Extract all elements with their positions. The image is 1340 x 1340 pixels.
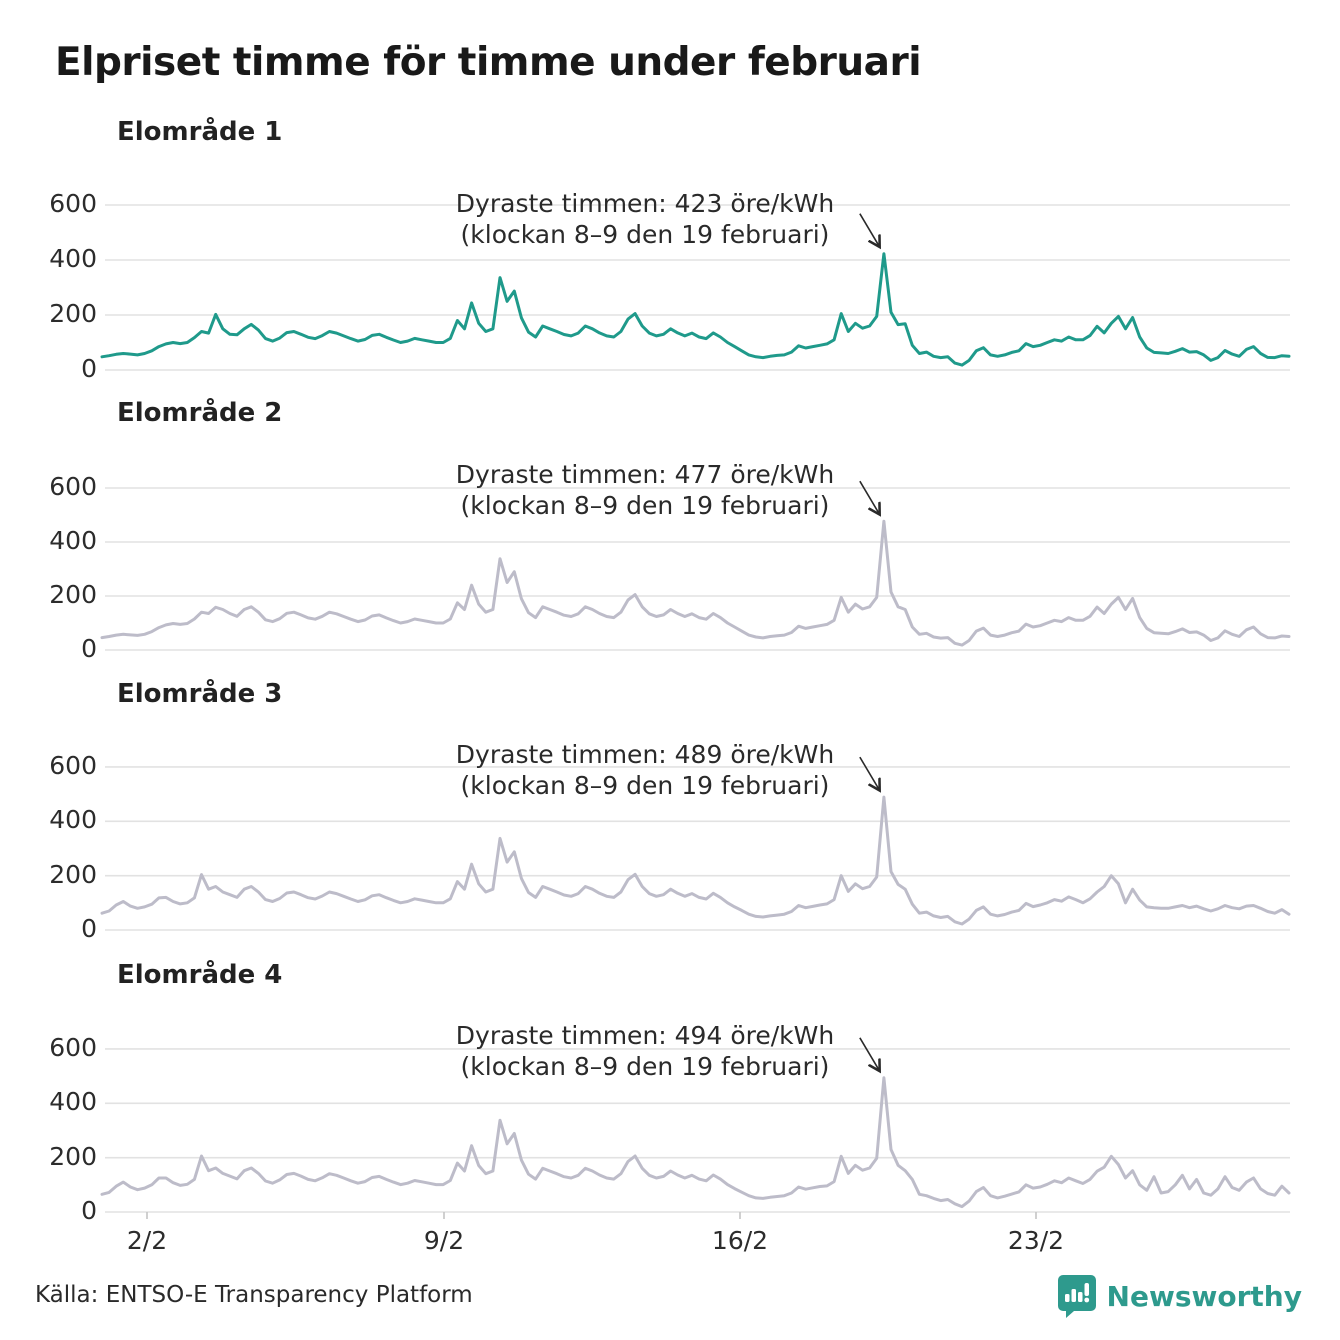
peak-annotation-elomrade-1: Dyraste timmen: 423 öre/kWh (klockan 8–9… — [456, 188, 834, 250]
price-line-elområde-3 — [100, 795, 1291, 926]
annotation-line1: Dyraste timmen: 423 öre/kWh — [455, 189, 835, 218]
y-tick-label: 0 — [81, 634, 97, 663]
peak-annotation-elomrade-4: Dyraste timmen: 494 öre/kWh (klockan 8–9… — [456, 1020, 834, 1082]
annotation-line1: Dyraste timmen: 477 öre/kWh — [455, 460, 835, 489]
chart-title-elomrade-3: Elområde 3 — [117, 679, 283, 709]
chart-title-elomrade-2: Elområde 2 — [117, 398, 283, 428]
chart-title-elomrade-4: Elområde 4 — [117, 960, 283, 990]
price-line-elområde-2 — [100, 519, 1291, 647]
y-tick-label: 400 — [49, 244, 97, 273]
y-tick-label: 200 — [49, 859, 97, 889]
y-tick-label: 400 — [49, 526, 97, 555]
x-axis-label: 23/2 — [1007, 1226, 1065, 1255]
y-tick-label: 200 — [49, 1141, 97, 1171]
annotation-line1: Dyraste timmen: 489 öre/kWh — [455, 740, 835, 769]
y-tick-label: 200 — [49, 580, 97, 609]
x-axis-label: 2/2 — [126, 1226, 168, 1255]
x-axis-label: 16/2 — [711, 1226, 769, 1255]
peak-annotation-elomrade-2: Dyraste timmen: 477 öre/kWh (klockan 8–9… — [456, 459, 834, 521]
newsworthy-logo: Newsworthy — [1057, 1274, 1302, 1319]
y-tick-label: 0 — [81, 354, 97, 383]
annotation-arrow — [859, 480, 879, 513]
y-tick-label: 0 — [81, 914, 97, 943]
annotation-line1: Dyraste timmen: 494 öre/kWh — [455, 1021, 835, 1050]
y-tick-label: 600 — [49, 1032, 97, 1062]
y-tick-label: 400 — [49, 805, 97, 835]
chart-title-elomrade-1: Elområde 1 — [117, 117, 283, 147]
brand-name: Newsworthy — [1106, 1280, 1302, 1313]
page-title: Elpriset timme för timme under februari — [55, 40, 922, 85]
y-tick-label: 400 — [49, 1087, 97, 1117]
annotation-arrow — [859, 756, 879, 789]
annotation-line2: (klockan 8–9 den 19 februari) — [460, 491, 830, 520]
y-tick-label: 600 — [49, 472, 97, 501]
annotation-line2: (klockan 8–9 den 19 februari) — [460, 220, 830, 249]
annotation-arrow — [859, 213, 879, 246]
annotation-arrow — [859, 1037, 879, 1070]
price-line-elområde-4 — [100, 1076, 1291, 1209]
annotation-line2: (klockan 8–9 den 19 februari) — [460, 771, 830, 800]
y-tick-label: 200 — [49, 299, 97, 328]
annotation-line2: (klockan 8–9 den 19 februari) — [460, 1052, 830, 1081]
y-tick-label: 600 — [49, 750, 97, 780]
x-axis-label: 9/2 — [423, 1226, 465, 1255]
price-line-elområde-1 — [100, 252, 1291, 367]
y-tick-label: 600 — [49, 189, 97, 218]
source-note: Källa: ENTSO-E Transparency Platform — [35, 1282, 473, 1308]
y-tick-label: 0 — [81, 1196, 97, 1225]
newsworthy-speech-bubble-bar-chart-icon — [1057, 1274, 1097, 1319]
peak-annotation-elomrade-3: Dyraste timmen: 489 öre/kWh (klockan 8–9… — [456, 739, 834, 801]
